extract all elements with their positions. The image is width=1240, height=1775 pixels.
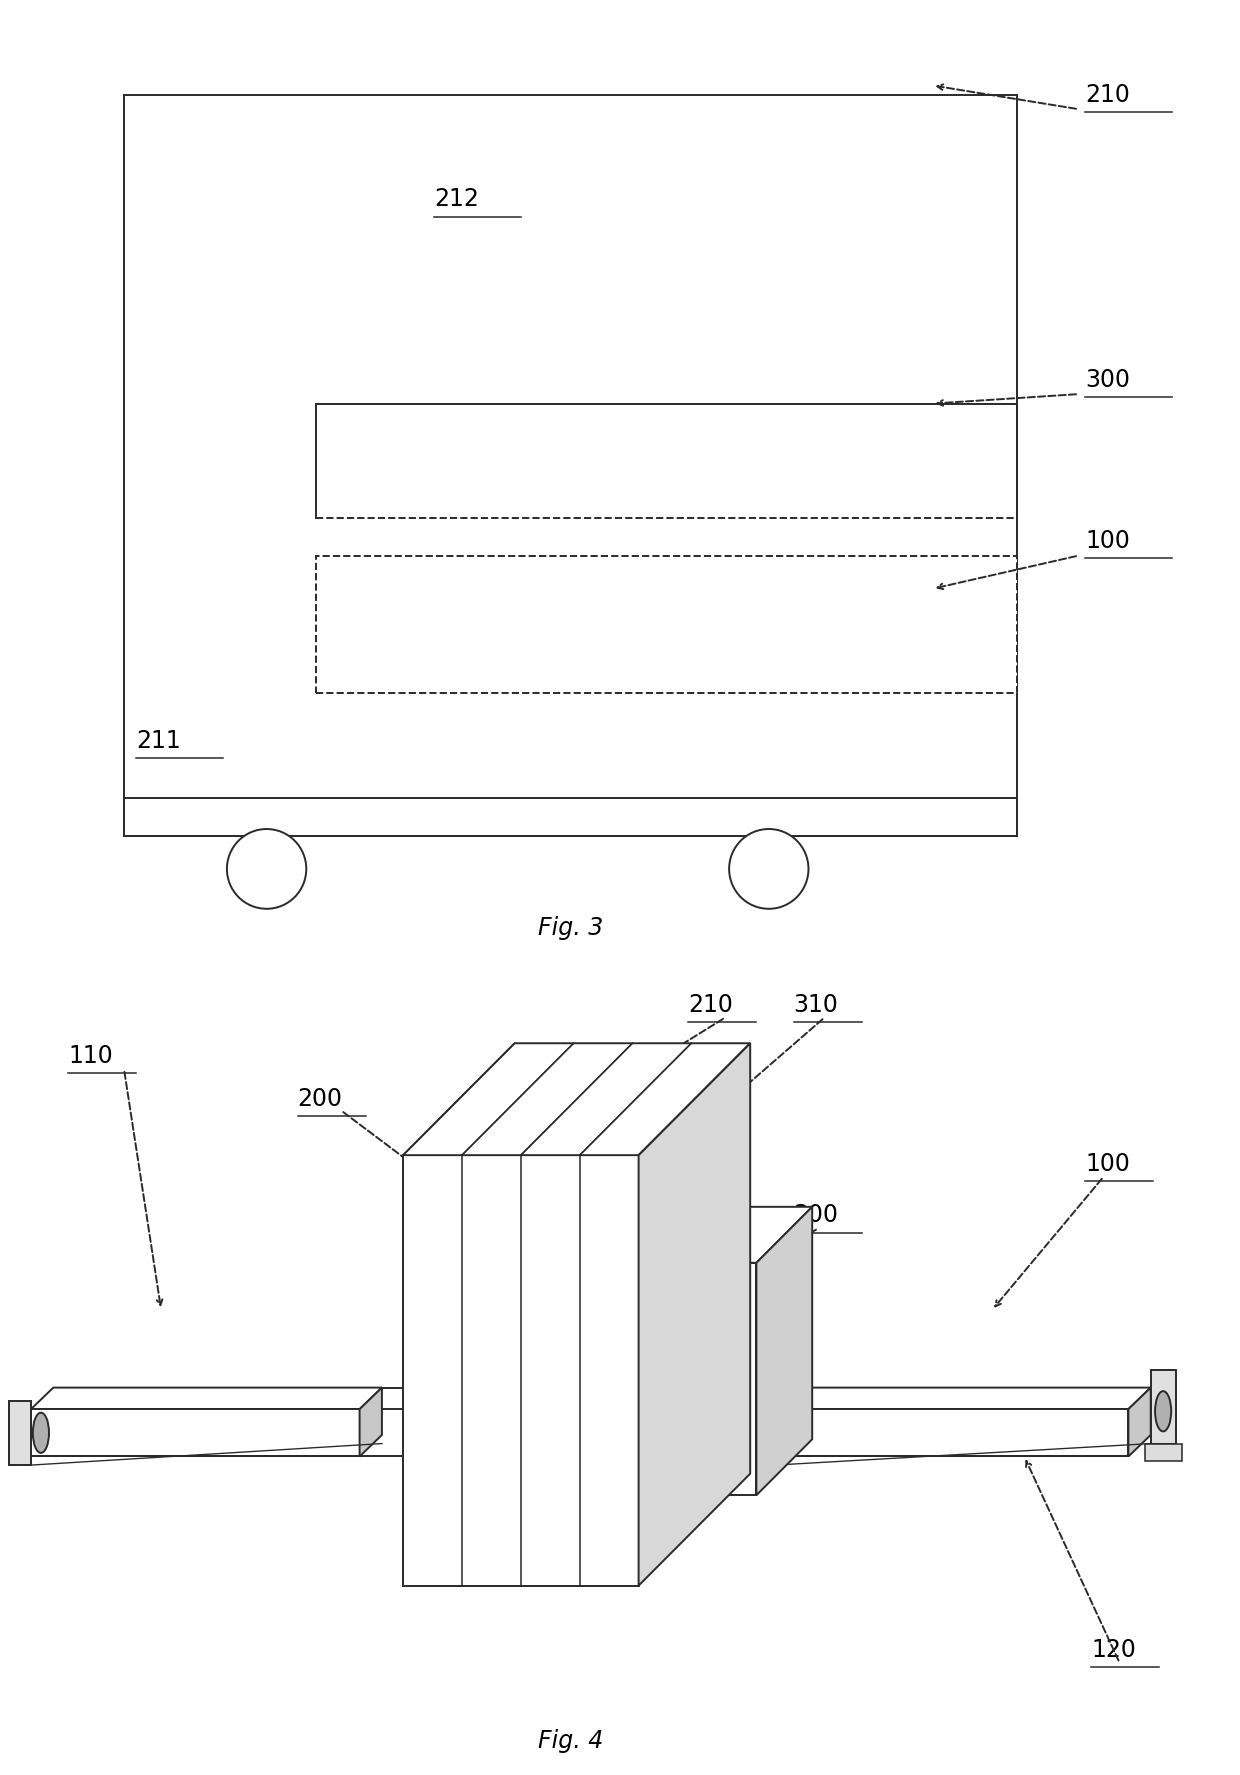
Text: 110: 110 — [68, 1044, 113, 1069]
Text: 100: 100 — [1085, 1152, 1130, 1175]
Polygon shape — [1145, 1443, 1182, 1461]
Text: 210: 210 — [1085, 83, 1130, 106]
Text: 212: 212 — [434, 188, 479, 211]
Polygon shape — [360, 1388, 382, 1457]
Text: 211: 211 — [136, 730, 181, 753]
Polygon shape — [9, 1400, 31, 1464]
Polygon shape — [639, 1207, 812, 1262]
Text: 210: 210 — [688, 992, 733, 1017]
Text: 200: 200 — [298, 1088, 342, 1111]
Bar — [124, 94, 1017, 836]
Ellipse shape — [1156, 1392, 1171, 1431]
Polygon shape — [1151, 1370, 1176, 1443]
Polygon shape — [31, 1388, 382, 1409]
Text: 310: 310 — [794, 992, 838, 1017]
Bar — [124, 797, 1017, 836]
Text: 300: 300 — [1085, 367, 1130, 392]
Polygon shape — [639, 1044, 750, 1585]
Polygon shape — [403, 1044, 750, 1156]
Ellipse shape — [32, 1413, 50, 1454]
Polygon shape — [31, 1409, 360, 1457]
Text: 120: 120 — [1091, 1638, 1136, 1661]
Polygon shape — [639, 1262, 756, 1495]
Bar — [316, 556, 1017, 694]
Polygon shape — [756, 1207, 812, 1495]
Text: 300: 300 — [794, 1203, 838, 1228]
Ellipse shape — [227, 829, 306, 909]
Ellipse shape — [729, 829, 808, 909]
Text: Fig. 3: Fig. 3 — [538, 916, 603, 941]
Polygon shape — [1128, 1388, 1151, 1457]
Polygon shape — [403, 1156, 639, 1585]
Polygon shape — [775, 1409, 1128, 1457]
Text: 100: 100 — [1085, 529, 1130, 554]
Polygon shape — [775, 1388, 1151, 1409]
Text: Fig. 4: Fig. 4 — [538, 1729, 603, 1754]
